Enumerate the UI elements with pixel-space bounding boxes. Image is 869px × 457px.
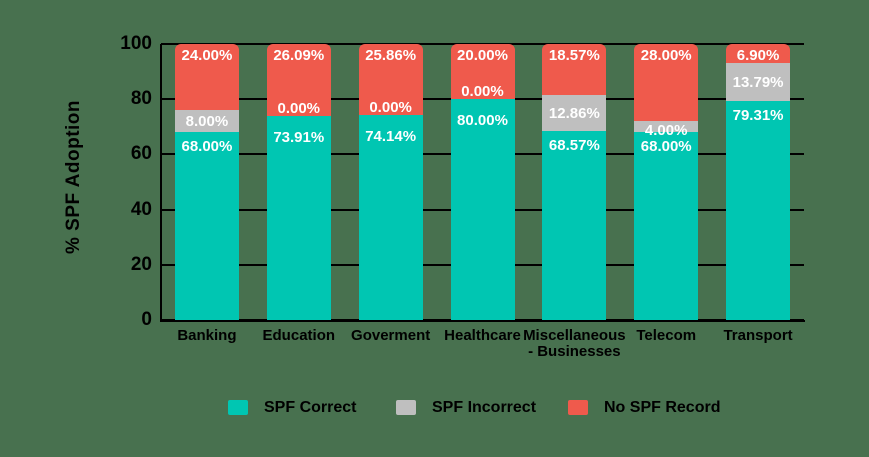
legend-label-spf-correct: SPF Correct bbox=[264, 399, 357, 416]
bar-value-label-telecom-no-spf-record: 28.00% bbox=[640, 47, 692, 64]
bar-segment-transport-spf-correct bbox=[726, 101, 791, 320]
bar-segment-healthcare-spf-correct bbox=[450, 99, 515, 320]
y-tick-label-100: 100 bbox=[120, 33, 152, 54]
bar-value-label-telecom-spf-correct: 68.00% bbox=[640, 138, 692, 156]
bar-segment-education-spf-correct bbox=[266, 116, 331, 320]
legend-swatch-no-spf-record bbox=[568, 400, 588, 415]
bar-segment-telecom-spf-incorrect bbox=[634, 121, 699, 133]
bar-segment-telecom-spf-correct bbox=[634, 132, 699, 320]
bar-segment-banking-spf-correct bbox=[174, 132, 239, 320]
bar-value-label-goverment-spf-correct: 74.14% bbox=[365, 128, 417, 146]
bar-segment-transport-spf-incorrect bbox=[726, 63, 791, 102]
x-category-label-line: Telecom bbox=[636, 327, 697, 344]
bar-value-label-education-spf-incorrect: 0.00% bbox=[277, 100, 321, 117]
bar-segment-transport-no-spf-record bbox=[726, 44, 791, 64]
bar-segment-healthcare-no-spf-record bbox=[450, 44, 515, 100]
x-category-label-line: Healthcare bbox=[444, 327, 521, 344]
bar-segment-banking-no-spf-record bbox=[174, 44, 239, 111]
bar-value-label-telecom-spf-incorrect: 4.00% bbox=[644, 122, 688, 140]
y-tick-label-20: 20 bbox=[130, 253, 152, 275]
x-category-label-healthcare: Healthcare bbox=[413, 328, 553, 344]
y-tick-label-40: 40 bbox=[130, 198, 152, 220]
y-tick-label-60: 60 bbox=[130, 143, 152, 165]
bar-value-label-goverment-no-spf-record: 25.86% bbox=[365, 47, 417, 64]
bar-value-label-miscellaneous-businesses-spf-incorrect: 12.86% bbox=[548, 104, 600, 122]
x-axis-line bbox=[160, 320, 805, 322]
legend-label-spf-incorrect: SPF Incorrect bbox=[432, 399, 537, 416]
x-category-label-miscellaneous-businesses: Miscellaneous - Businesses bbox=[504, 328, 644, 360]
bar-value-label-healthcare-no-spf-record: 20.00% bbox=[457, 47, 508, 64]
x-category-label-banking: Banking bbox=[137, 328, 277, 344]
y-axis-line bbox=[160, 44, 162, 322]
bar-value-label-miscellaneous-businesses-spf-correct: 68.57% bbox=[548, 136, 600, 154]
bar-value-label-goverment-spf-incorrect: 0.00% bbox=[369, 99, 412, 117]
bar-segment-goverment-no-spf-record bbox=[358, 44, 423, 116]
x-category-label-telecom: Telecom bbox=[596, 328, 736, 344]
y-tick-label-80: 80 bbox=[130, 88, 152, 110]
legend-label-no-spf-record: No SPF Record bbox=[604, 399, 721, 416]
bar-value-label-banking-spf-incorrect: 8.00% bbox=[185, 112, 229, 130]
x-category-label-education: Education bbox=[229, 328, 369, 344]
x-category-label-line: Goverment bbox=[351, 327, 431, 344]
bar-value-label-miscellaneous-businesses-no-spf-record: 18.57% bbox=[548, 47, 600, 64]
bar-value-label-banking-no-spf-record: 24.00% bbox=[181, 47, 233, 64]
legend-swatch-spf-correct bbox=[228, 400, 248, 415]
x-category-label-goverment: Goverment bbox=[321, 328, 461, 344]
bar-value-label-transport-no-spf-record: 6.90% bbox=[736, 47, 780, 64]
bar-segment-miscellaneous-businesses-spf-correct bbox=[542, 130, 607, 320]
bar-value-label-healthcare-spf-correct: 80.00% bbox=[457, 112, 508, 130]
bar-value-label-banking-spf-correct: 68.00% bbox=[181, 138, 233, 156]
x-category-label-line: Transport bbox=[723, 327, 793, 344]
bar-value-label-education-no-spf-record: 26.09% bbox=[273, 47, 325, 64]
x-category-label-line: Banking bbox=[177, 327, 237, 344]
y-tick-label-0: 0 bbox=[141, 309, 152, 330]
bar-segment-banking-spf-incorrect bbox=[174, 110, 239, 133]
y-axis-title: % SPF Adoption bbox=[63, 99, 84, 255]
bar-value-label-education-spf-correct: 73.91% bbox=[273, 129, 325, 146]
bar-value-label-healthcare-spf-incorrect: 0.00% bbox=[461, 83, 504, 101]
bar-segment-goverment-spf-correct bbox=[358, 115, 423, 320]
bar-value-label-transport-spf-incorrect: 13.79% bbox=[732, 73, 784, 91]
legend-swatch-spf-incorrect bbox=[396, 400, 416, 415]
bar-value-label-transport-spf-correct: 79.31% bbox=[732, 107, 784, 125]
x-category-label-transport: Transport bbox=[688, 328, 828, 344]
x-category-label-line: Miscellaneous bbox=[523, 327, 626, 344]
bar-segment-education-no-spf-record bbox=[266, 44, 331, 116]
bar-segment-miscellaneous-businesses-no-spf-record bbox=[542, 44, 607, 96]
x-category-label-line: - Businesses bbox=[528, 343, 621, 360]
x-category-label-line: Education bbox=[262, 327, 336, 344]
bar-segment-miscellaneous-businesses-spf-incorrect bbox=[542, 95, 607, 131]
bar-segment-telecom-no-spf-record bbox=[634, 44, 699, 122]
